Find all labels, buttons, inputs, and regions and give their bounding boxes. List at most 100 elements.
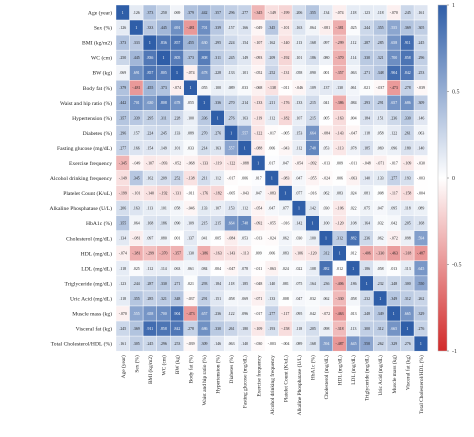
cell-value-label: .686	[201, 327, 208, 331]
cell-value-label: .748	[241, 222, 248, 226]
cell-value-label: -.011	[349, 161, 357, 165]
cell-value-label: -.406	[336, 282, 344, 286]
cell-value-label: -.048	[363, 161, 371, 165]
cell-value-label: 1	[122, 11, 124, 15]
cell-value-label: .069	[241, 297, 248, 301]
cell-value-label: .748	[309, 146, 316, 150]
cell-value-label: .084	[201, 267, 208, 271]
cell-value-label: .321	[160, 297, 167, 301]
cell-value-label: .206	[296, 11, 303, 15]
cell-value-label: .904	[390, 71, 397, 75]
cell-value-label: -.318	[336, 327, 344, 331]
colorbar-ticks: 1 0.5 0 -0.5 -1	[447, 3, 462, 355]
cell-value-label: -.158	[281, 327, 289, 331]
cell-value-label: .664	[309, 131, 316, 135]
cell-value-label: -.074	[336, 11, 344, 15]
cell-value-label: -.016	[281, 222, 289, 226]
cell-value-label: .805	[174, 56, 181, 60]
row-label-alkaline-phosphatase-u-l: Alkaline Phosphatase (U/L)	[50, 205, 113, 212]
cell-value-label: .113	[350, 327, 357, 331]
col-label-waist-and-hip-ratio: Waist and hip ratio (%)	[201, 355, 208, 405]
cell-value-label: .006	[336, 176, 343, 180]
cell-value-label: -.120	[336, 222, 344, 226]
cell-value-label: .149	[160, 146, 167, 150]
cell-value-label: -.047	[349, 131, 357, 135]
col-label-platelet-count-k-ul: Platelet Count (K/uL)	[282, 355, 289, 402]
cell-value-label: .277	[241, 11, 248, 15]
cell-value-label: -.120	[308, 252, 316, 256]
cell-value-label: .118	[363, 131, 370, 135]
cell-value-label: .250	[119, 56, 126, 60]
cell-value-label: .805	[160, 71, 167, 75]
cell-value-label: .252	[268, 71, 275, 75]
cell-value-label: .270	[228, 101, 235, 105]
cell-value-label: -.131	[281, 71, 289, 75]
cell-value-label: .047	[268, 207, 275, 211]
cell-value-label: -.101	[132, 192, 140, 196]
cell-value-label: .355	[119, 222, 126, 226]
cell-value-label: .270	[201, 131, 208, 135]
cell-value-label: .100	[214, 86, 221, 90]
cell-value-label: .017	[255, 176, 262, 180]
cell-value-label: .373	[119, 41, 126, 45]
cell-value-label: .069	[174, 11, 181, 15]
row-label-total-cholesterol-hdl: Total Cholesterol/HDL (%)	[51, 341, 112, 348]
cell-value-label: -.149	[268, 11, 276, 15]
cell-value-label: .858	[160, 327, 167, 331]
cell-value-label: .133	[296, 101, 303, 105]
cell-value-label: .140	[417, 146, 424, 150]
row-label-hypertension: Hypertension (%)	[72, 115, 112, 122]
cell-value-label: .058	[228, 297, 235, 301]
cell-value-label: .245	[417, 41, 424, 45]
cell-value-label: .445	[160, 26, 167, 30]
cell-value-label: 1	[271, 176, 273, 180]
row-label-sex: Sex (%)	[94, 25, 112, 32]
cell-value-label: .455	[146, 86, 153, 90]
cell-value-label: .630	[201, 41, 208, 45]
row-label-hdl-mg-dl: HDL (mg/dL)	[81, 250, 112, 257]
col-label-ldl-mg-dl: LDL (mg/dL)	[350, 355, 357, 385]
cell-value-label: -.133	[254, 101, 262, 105]
cell-value-label: .005	[214, 237, 221, 241]
cell-value-label: .163	[214, 146, 221, 150]
cell-value-label: .058	[350, 297, 357, 301]
cell-value-label: .550	[363, 342, 370, 346]
cell-value-label: .245	[119, 327, 126, 331]
cell-value-label: .154	[241, 41, 248, 45]
cell-value-label: .142	[296, 222, 303, 226]
cell-value-label: .166	[133, 146, 140, 150]
cell-value-label: .309	[201, 342, 208, 346]
row-label-age-year: Age (year)	[88, 10, 112, 17]
cell-value-label: .224	[228, 41, 235, 45]
cell-value-label: .277	[268, 312, 275, 316]
cell-value-label: -.070	[119, 312, 127, 316]
cell-value-label: .157	[133, 131, 140, 135]
cell-value-label: -.049	[254, 26, 262, 30]
cell-value-label: .033	[187, 146, 194, 150]
col-label-hdl-mg-dl: HDL (mg/dL)	[337, 355, 344, 385]
cell-value-label: -.109	[254, 327, 262, 331]
cell-value-label: .112	[350, 41, 357, 45]
cell-value-label: -.133	[200, 161, 208, 165]
cell-value-label: .133	[268, 297, 275, 301]
cell-value-label: .209	[268, 56, 275, 60]
cell-value-label: -.176	[281, 101, 289, 105]
cell-value-label: .122	[228, 312, 235, 316]
cell-value-label: .842	[404, 71, 411, 75]
cell-value-label: -.345	[119, 161, 127, 165]
cell-value-label: .244	[363, 26, 370, 30]
cell-value-label: .261	[404, 131, 411, 135]
cell-value-label: .095	[296, 312, 303, 316]
cell-value-label: -.074	[119, 252, 127, 256]
cell-value-label: 1	[366, 282, 368, 286]
cell-value-label: .330	[404, 116, 411, 120]
cell-value-label: .041	[201, 237, 208, 241]
cell-value-label: -.071	[254, 297, 262, 301]
cell-value-label: .089	[417, 207, 424, 211]
cell-value-label: .012	[336, 267, 343, 271]
cell-value-label: -.043	[281, 146, 289, 150]
cell-value-label: .033	[241, 86, 248, 90]
cell-value-label: .001	[174, 237, 181, 241]
cell-value-label: .130	[187, 252, 194, 256]
cell-value-label: .349	[390, 297, 397, 301]
